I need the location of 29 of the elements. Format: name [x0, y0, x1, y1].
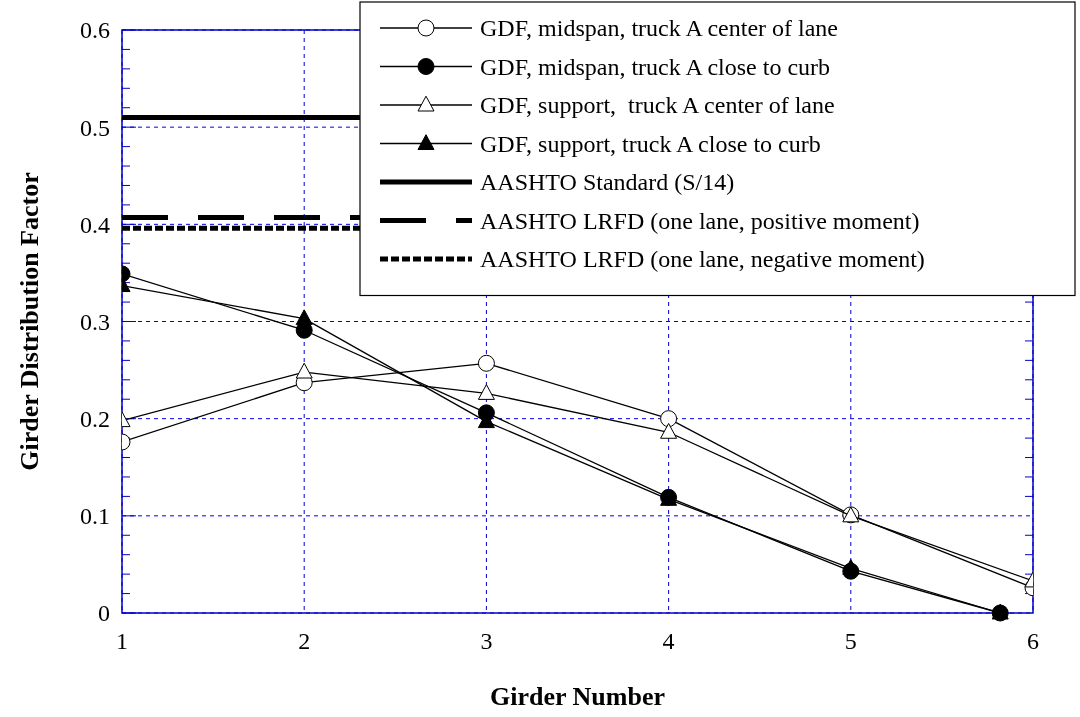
x-tick-label: 2: [298, 628, 311, 654]
legend-label: GDF, support, truck A close to curb: [480, 130, 821, 157]
point: [660, 410, 678, 428]
y-tick-label: 0.5: [80, 114, 110, 141]
point: [842, 559, 860, 575]
x-tick-label: 1: [116, 628, 128, 654]
point: [477, 354, 495, 372]
point: [477, 384, 495, 400]
legend-label: GDF, support, truck A center of lane: [480, 92, 835, 119]
y-tick-label: 0.6: [80, 17, 110, 44]
y-tick-label: 0.2: [80, 406, 110, 433]
y-tick-label: 0.3: [80, 308, 110, 335]
ref-line-label: AASHTO LRFD (one lane, positive moment): [480, 207, 920, 234]
x-axis-title: Girder Number: [490, 682, 665, 711]
x-tick-label: 6: [1027, 628, 1039, 654]
x-tick-label: 5: [844, 628, 857, 654]
y-tick-label: 0.4: [80, 211, 110, 238]
point: [295, 362, 313, 379]
y-axis-title: Girder Distribution Factor: [15, 172, 44, 471]
point: [295, 309, 313, 326]
legend-label: AASHTO LRFD (one lane, negative moment): [480, 246, 925, 273]
x-tick-label: 4: [662, 628, 675, 654]
legend-label: AASHTO Standard (S/14): [480, 169, 735, 196]
legend-label: GDF, midspan, truck A close to curb: [480, 53, 831, 80]
y-tick-label: 0: [98, 600, 110, 627]
y-tick-label: 0.1: [80, 503, 110, 530]
x-tick-label: 3: [480, 628, 493, 654]
point: [660, 422, 678, 439]
legend-label: GDF, midspan, truck A center of lane: [480, 15, 838, 42]
